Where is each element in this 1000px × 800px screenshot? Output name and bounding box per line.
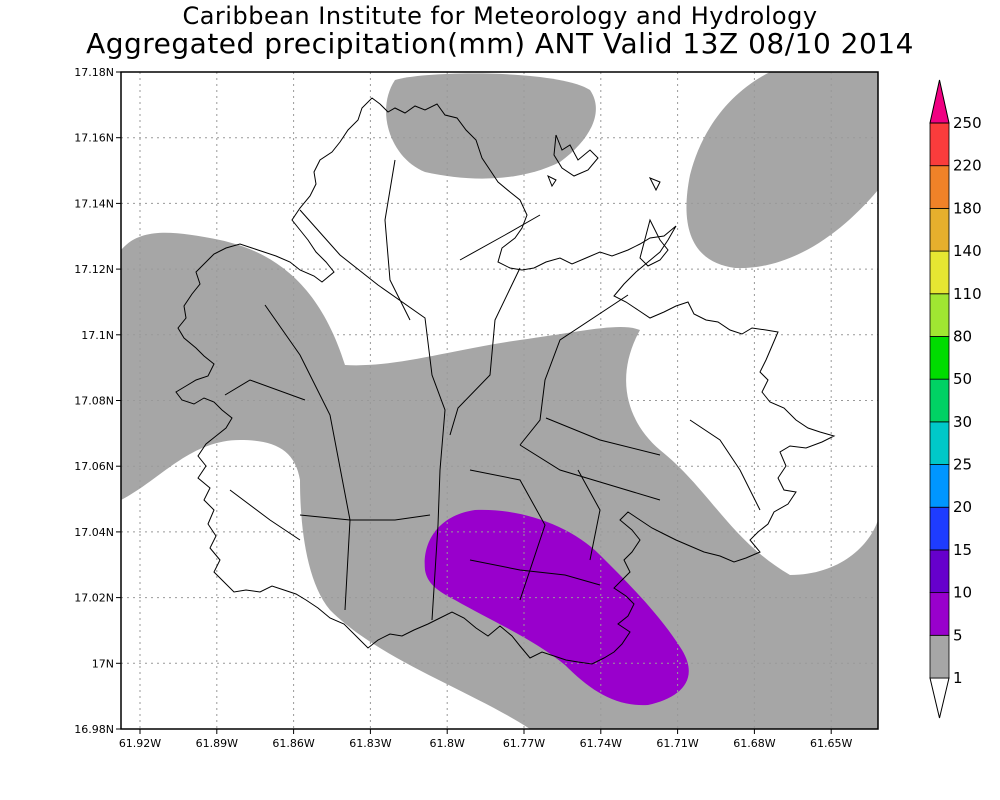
chart-title: Caribbean Institute for Meteorology and … xyxy=(182,2,818,30)
colorbar-label: 30 xyxy=(953,413,972,431)
colorbar-segment xyxy=(929,506,950,551)
colorbar-segment xyxy=(929,592,950,636)
light-rain-field xyxy=(121,232,878,729)
light-rain-northeast xyxy=(686,72,878,269)
colorbar-segment xyxy=(929,165,950,209)
colorbar-segment xyxy=(929,549,950,594)
lat-tick-label: 17.06N xyxy=(74,460,114,473)
colorbar-top-arrow xyxy=(929,79,950,124)
lat-tick-label: 17.14N xyxy=(74,197,114,210)
lon-tick-label: 61.68W xyxy=(733,737,775,750)
lon-tick-label: 61.77W xyxy=(503,737,545,750)
lat-tick-label: 17.16N xyxy=(74,132,114,145)
colorbar-label: 1 xyxy=(953,669,963,687)
precip-field xyxy=(121,72,878,729)
colorbar-label: 20 xyxy=(953,498,972,516)
colorbar-segment xyxy=(929,336,950,380)
lat-tick-label: 17.18N xyxy=(74,66,114,79)
colorbar-segment xyxy=(929,634,950,679)
lat-tick-label: 16.98N xyxy=(74,723,114,736)
colorbar-label: 10 xyxy=(953,584,972,602)
colorbar-segment xyxy=(929,293,950,337)
lat-tick-label: 17.1N xyxy=(81,329,114,342)
colorbar-label: 25 xyxy=(953,456,972,474)
colorbar-segment xyxy=(929,207,950,252)
colorbar-label: 220 xyxy=(953,157,982,175)
lat-tick-label: 17N xyxy=(92,657,114,670)
grid-lines xyxy=(121,72,878,729)
coastline-outline xyxy=(175,97,836,665)
colorbar-bottom-arrow xyxy=(929,677,950,719)
colorbar-label: 250 xyxy=(953,114,982,132)
lon-tick-label: 61.83W xyxy=(349,737,391,750)
colorbar-segment xyxy=(929,378,950,423)
colorbar-label: 80 xyxy=(953,327,972,345)
parish-boundaries xyxy=(224,159,761,621)
lon-tick-label: 61.8W xyxy=(430,737,465,750)
colorbar-segment xyxy=(929,250,950,295)
colorbar-label: 110 xyxy=(953,285,982,303)
lon-tick-label: 61.92W xyxy=(119,737,161,750)
map-axes: 17.18N 17.16N 17.14N 17.12N 17.1N 17.08N 17.06… xyxy=(74,66,852,750)
lat-tick-label: 17.08N xyxy=(74,395,114,408)
colorbar-segment xyxy=(929,421,950,465)
colorbar-label: 140 xyxy=(953,242,982,260)
lat-tick-label: 17.02N xyxy=(74,592,114,605)
lon-tick-label: 61.89W xyxy=(196,737,238,750)
light-rain-north xyxy=(386,73,596,179)
colorbar-segment xyxy=(929,464,950,508)
colorbar-label: 50 xyxy=(953,370,972,388)
lon-tick-label: 61.86W xyxy=(272,737,314,750)
coastline xyxy=(175,97,836,665)
colorbar-label: 180 xyxy=(953,199,982,217)
northeast-islands xyxy=(547,134,669,267)
moderate-rain-field xyxy=(424,509,689,706)
colorbar-label: 5 xyxy=(953,626,963,644)
lat-tick-label: 17.04N xyxy=(74,526,114,539)
lon-tick-label: 61.71W xyxy=(656,737,698,750)
colorbar-segment xyxy=(929,122,950,167)
lon-tick-label: 61.74W xyxy=(580,737,622,750)
chart-subtitle: Aggregated precipitation(mm) ANT Valid 1… xyxy=(86,27,914,60)
colorbar-label: 15 xyxy=(953,541,972,559)
lon-tick-label: 61.65W xyxy=(810,737,852,750)
lat-tick-label: 17.12N xyxy=(74,263,114,276)
